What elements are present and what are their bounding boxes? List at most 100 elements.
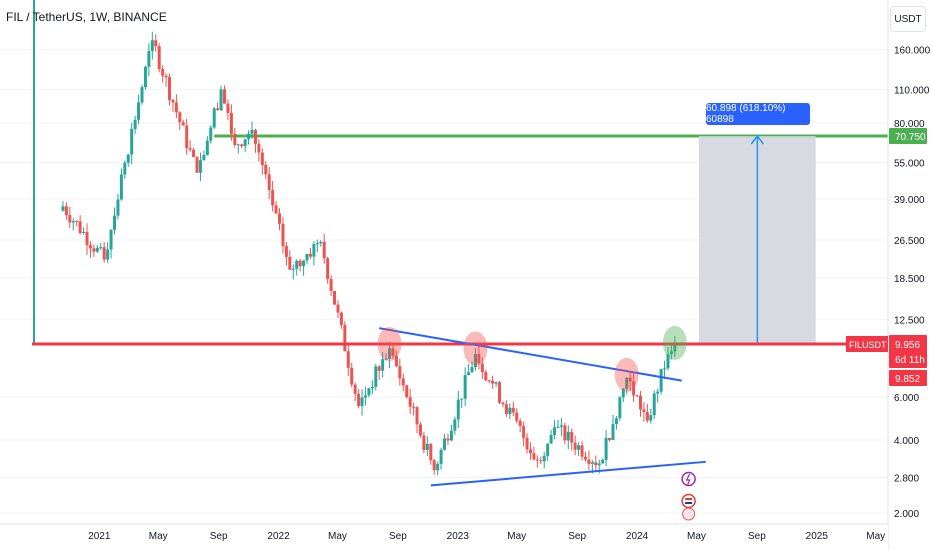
candle-body bbox=[243, 139, 247, 147]
x-tick-label: May bbox=[507, 531, 526, 542]
flag-event-icon bbox=[681, 493, 696, 509]
candle-body bbox=[594, 462, 598, 466]
candle-body bbox=[78, 221, 82, 234]
candle-body bbox=[480, 363, 484, 373]
candle-body bbox=[343, 324, 347, 352]
descending-trendline bbox=[379, 327, 682, 382]
candle-body bbox=[518, 420, 522, 427]
x-tick-label: 2023 bbox=[447, 531, 470, 542]
candle-body bbox=[109, 229, 113, 250]
y-tick-label: 80.000 bbox=[894, 119, 925, 130]
y-tick-label: 55.000 bbox=[894, 159, 925, 170]
target-price-text: 70.750 bbox=[895, 132, 926, 143]
highlights-layer bbox=[377, 325, 696, 521]
candle-body bbox=[525, 437, 529, 450]
y-tick-label: 39.000 bbox=[894, 195, 925, 206]
x-tick-label: 2024 bbox=[626, 531, 649, 542]
candle-body bbox=[473, 354, 477, 368]
candle-body bbox=[216, 108, 220, 111]
candle-body bbox=[257, 143, 261, 153]
x-tick-label: May bbox=[687, 531, 706, 542]
candle-body bbox=[82, 231, 86, 234]
candle-body bbox=[198, 160, 202, 173]
candle-body bbox=[346, 351, 350, 368]
candle-body bbox=[401, 378, 405, 386]
candle-body bbox=[288, 256, 292, 270]
candle-body bbox=[604, 437, 608, 460]
candle-body bbox=[240, 144, 244, 147]
highlight-ellipse bbox=[377, 327, 402, 361]
candle-body bbox=[229, 112, 233, 134]
countdown-text: 6d 11h bbox=[895, 355, 925, 366]
candle-body bbox=[470, 367, 474, 373]
y-tick-label: 2.800 bbox=[894, 474, 919, 485]
candle-body bbox=[308, 253, 312, 257]
candle-body bbox=[291, 268, 295, 270]
y-tick-label: 110.000 bbox=[894, 85, 930, 96]
candle-body bbox=[577, 445, 581, 450]
candle-body bbox=[515, 412, 519, 421]
candle-body bbox=[295, 260, 299, 269]
candle-body bbox=[494, 382, 498, 384]
flag-stripe bbox=[685, 498, 693, 500]
candle-body bbox=[102, 247, 106, 260]
unit-button[interactable]: USDT bbox=[890, 6, 926, 32]
candle-body bbox=[85, 231, 89, 246]
candle-body bbox=[302, 260, 306, 267]
candle-body bbox=[164, 75, 168, 78]
candle-body bbox=[247, 133, 251, 140]
candle-body bbox=[367, 388, 371, 396]
candle-body bbox=[143, 66, 147, 88]
x-tick-label: May bbox=[866, 531, 885, 542]
candle-body bbox=[233, 133, 237, 145]
x-tick-label: Sep bbox=[210, 531, 228, 542]
candle-body bbox=[601, 459, 605, 464]
candle-body bbox=[590, 462, 594, 464]
candle-body bbox=[625, 377, 629, 389]
candle-body bbox=[205, 140, 209, 156]
candle-body bbox=[453, 419, 457, 431]
candle-body bbox=[649, 415, 653, 421]
candle-body bbox=[116, 199, 120, 216]
x-tick-label: Sep bbox=[389, 531, 407, 542]
candle-body bbox=[315, 243, 319, 245]
candle-body bbox=[106, 249, 110, 260]
candle-body bbox=[535, 459, 539, 461]
lightning-event-icon bbox=[681, 471, 696, 487]
candle-body bbox=[642, 409, 646, 413]
projection-layer bbox=[698, 134, 816, 344]
candle-body bbox=[267, 174, 271, 190]
candle-body bbox=[422, 435, 426, 451]
candle-body bbox=[250, 129, 254, 134]
y-tick-label: 12.500 bbox=[894, 315, 925, 326]
candle-body bbox=[425, 443, 429, 451]
candle-body bbox=[178, 112, 182, 123]
candle-body bbox=[133, 119, 137, 130]
candle-body bbox=[147, 51, 151, 67]
candle-body bbox=[449, 430, 453, 441]
candle-body bbox=[673, 343, 677, 352]
chart-title: FIL / TetherUS, 1W, BINANCE bbox=[6, 10, 167, 24]
candle-body bbox=[168, 77, 172, 100]
chart-grid bbox=[0, 49, 888, 514]
candle-body bbox=[663, 368, 667, 370]
candle-body bbox=[484, 372, 488, 381]
candle-body bbox=[322, 241, 326, 259]
highlight-ellipse bbox=[614, 357, 639, 392]
candle-body bbox=[350, 367, 354, 385]
y-axis: 160.000 110.000 80.000 55.000 39.000 26.500 18… bbox=[887, 0, 932, 550]
candle-body bbox=[553, 427, 557, 435]
candle-body bbox=[154, 40, 158, 47]
candle-body bbox=[415, 407, 419, 425]
candle-body bbox=[559, 425, 563, 427]
candle-body bbox=[611, 424, 615, 440]
candle-body bbox=[542, 455, 546, 462]
candle-body bbox=[501, 402, 505, 405]
candle-body bbox=[374, 366, 378, 387]
candle-body bbox=[278, 213, 282, 224]
candle-body bbox=[219, 89, 223, 111]
x-tick-label: 2025 bbox=[806, 531, 829, 542]
candle-body bbox=[456, 399, 460, 420]
candle-body bbox=[463, 375, 467, 399]
